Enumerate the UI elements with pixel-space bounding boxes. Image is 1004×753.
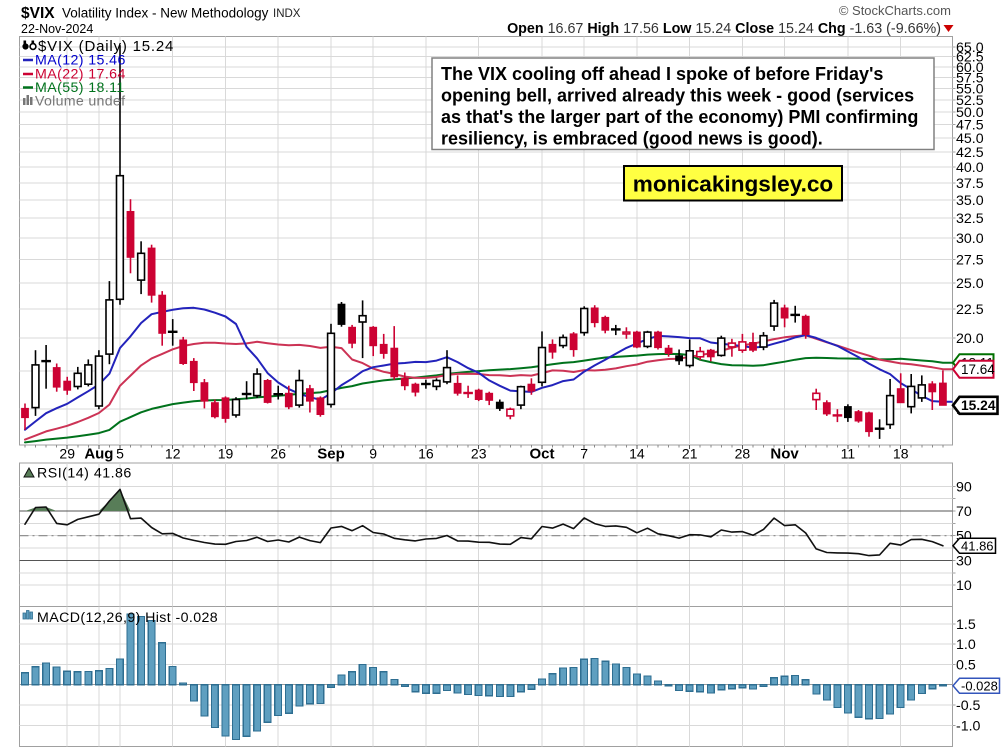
svg-text:10: 10 [956, 578, 972, 594]
svg-text:Nov: Nov [770, 446, 799, 463]
svg-text:Oct: Oct [529, 446, 554, 463]
svg-text:40.0: 40.0 [956, 160, 984, 176]
svg-text:-0.028: -0.028 [961, 679, 998, 694]
svg-text:-1.0: -1.0 [956, 718, 981, 734]
svg-text:© StockCharts.com: © StockCharts.com [839, 3, 951, 18]
svg-text:21: 21 [682, 446, 698, 462]
svg-text:17.64: 17.64 [961, 362, 995, 377]
svg-text:resiliency, is embraced (good: resiliency, is embraced (good news is go… [441, 129, 823, 149]
svg-text:26: 26 [270, 446, 286, 462]
svg-text:1.0: 1.0 [956, 637, 976, 653]
svg-text:-0.5: -0.5 [956, 698, 981, 714]
svg-text:MA(55) 18.11: MA(55) 18.11 [35, 80, 125, 96]
svg-text:30: 30 [956, 553, 972, 569]
svg-text:18: 18 [893, 446, 909, 462]
svg-text:52.5: 52.5 [956, 93, 984, 109]
svg-text:MACD(12,26,9) Hist -0.028: MACD(12,26,9) Hist -0.028 [37, 610, 218, 626]
svg-text:Sep: Sep [317, 446, 345, 463]
svg-text:Volatility Index - New Methodo: Volatility Index - New Methodology [62, 6, 269, 21]
svg-text:20.0: 20.0 [956, 331, 984, 347]
svg-text:$VIX (Daily) 15.24: $VIX (Daily) 15.24 [38, 38, 174, 55]
svg-text:monicakingsley.co: monicakingsley.co [633, 172, 834, 197]
svg-text:41.86: 41.86 [961, 539, 994, 554]
svg-text:11: 11 [841, 446, 856, 462]
svg-text:RSI(14) 41.86: RSI(14) 41.86 [37, 466, 132, 482]
svg-text:1.5: 1.5 [956, 617, 976, 633]
svg-text:62.5: 62.5 [956, 50, 984, 66]
svg-text:22-Nov-2024: 22-Nov-2024 [21, 22, 93, 36]
svg-text:16: 16 [418, 446, 434, 462]
svg-text:22.5: 22.5 [956, 302, 984, 318]
svg-text:INDX: INDX [273, 8, 301, 20]
svg-text:25.0: 25.0 [956, 276, 984, 292]
svg-text:45.0: 45.0 [956, 131, 984, 147]
svg-text:Volume undef: Volume undef [35, 94, 125, 110]
svg-text:Open 16.67 High 17.56 Low 15: Open 16.67 High 17.56 Low 15.24 Close 15… [507, 21, 941, 37]
svg-text:28: 28 [735, 446, 751, 462]
svg-text:23: 23 [471, 446, 487, 462]
svg-text:9: 9 [369, 446, 377, 462]
svg-text:The VIX cooling off ahead I sp: The VIX cooling off ahead I spoke of bef… [441, 64, 883, 84]
svg-text:55.0: 55.0 [956, 81, 984, 97]
svg-text:Aug: Aug [84, 446, 113, 463]
svg-text:42.5: 42.5 [956, 145, 984, 161]
svg-text:15.24: 15.24 [961, 398, 996, 413]
svg-text:90: 90 [956, 479, 972, 495]
svg-text:35.0: 35.0 [956, 193, 984, 209]
svg-text:30.0: 30.0 [956, 231, 984, 247]
svg-text:5: 5 [116, 446, 124, 462]
svg-text:60.0: 60.0 [956, 60, 984, 76]
svg-text:37.5: 37.5 [956, 176, 984, 192]
svg-text:14: 14 [629, 446, 645, 462]
svg-text:29: 29 [59, 446, 75, 462]
svg-text:as that's the larger part of t: as that's the larger part of the economy… [441, 107, 918, 127]
svg-text:0.5: 0.5 [956, 657, 976, 673]
svg-text:57.5: 57.5 [956, 70, 984, 86]
svg-text:32.5: 32.5 [956, 211, 984, 227]
svg-text:12: 12 [165, 446, 181, 462]
svg-text:50.0: 50.0 [956, 105, 984, 121]
svg-text:MA(22) 17.64: MA(22) 17.64 [35, 67, 126, 83]
svg-text:MA(12) 15.46: MA(12) 15.46 [35, 53, 126, 69]
svg-text:opening bell, arrived already: opening bell, arrived already this week … [441, 86, 914, 106]
svg-text:19: 19 [218, 446, 234, 462]
svg-text:65.0: 65.0 [956, 40, 984, 56]
svg-text:47.5: 47.5 [956, 118, 984, 134]
svg-text:70: 70 [956, 504, 972, 520]
svg-text:7: 7 [580, 446, 588, 462]
svg-text:27.5: 27.5 [956, 253, 984, 269]
svg-text:$VIX: $VIX [21, 5, 55, 22]
